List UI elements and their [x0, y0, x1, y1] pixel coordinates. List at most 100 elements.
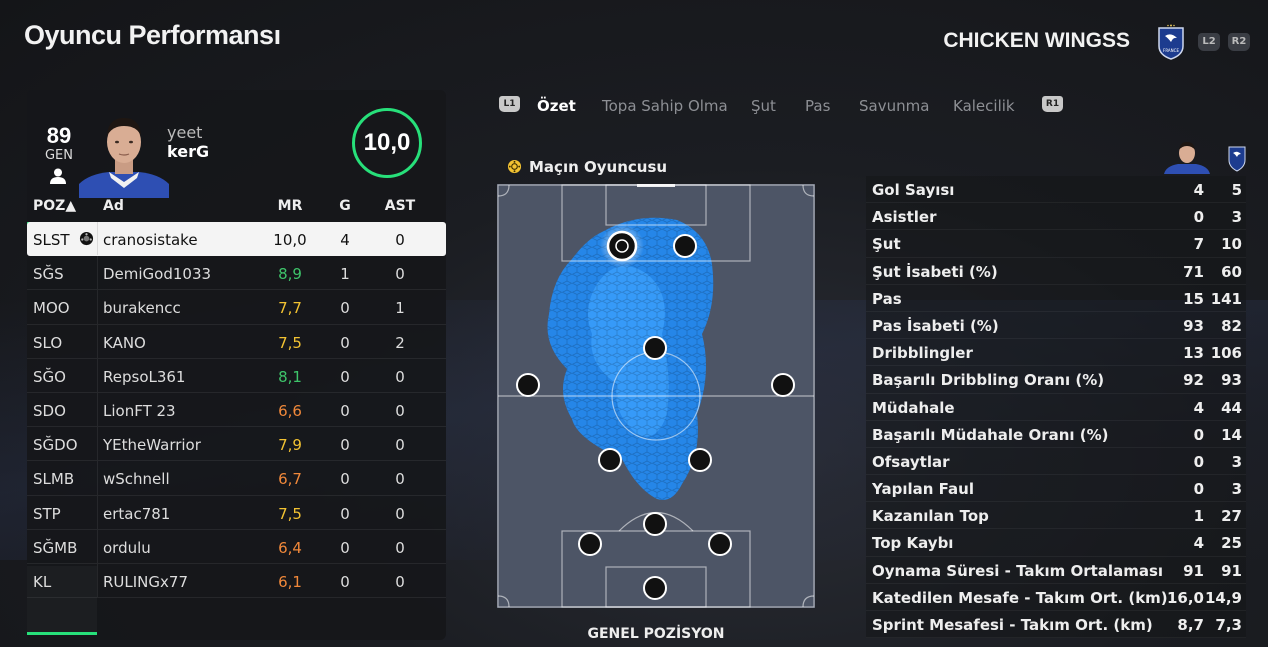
row-player-name: RepsoL361 [103, 367, 186, 386]
row-player-name: KANO [103, 333, 146, 352]
tab-defending[interactable]: Savunma [859, 97, 930, 115]
stat-row: Müdahale 4 44 [866, 393, 1246, 421]
row-player-name: cranosistake [103, 231, 198, 249]
row-match-rating: 8,9 [278, 265, 302, 284]
table-row[interactable]: SĞDO YEtheWarrior 7,9 0 0 [27, 427, 446, 462]
header-name[interactable]: Ad [103, 198, 124, 214]
svg-text:FRANCE: FRANCE [1163, 48, 1179, 53]
stat-team-value: 10 [1221, 235, 1242, 254]
table-row[interactable]: SĞMB ordulu 6,4 0 0 [27, 529, 446, 564]
team-crest-icon: FRANCE [1158, 24, 1184, 60]
tab-goalkeeping[interactable]: Kalecilik [953, 97, 1015, 115]
team-name: CHICKEN WINGSS [943, 29, 1130, 52]
r2-button-hint[interactable]: R2 [1228, 33, 1250, 51]
table-row[interactable]: MOO burakencc 7,7 0 1 [27, 290, 446, 325]
overall-label: GEN [44, 148, 73, 163]
player-card: 89 GEN yeet kerG 10,0 [27, 90, 446, 198]
page-title: Oyuncu Performansı [24, 20, 281, 50]
player-marker[interactable] [643, 512, 667, 536]
tab-possession[interactable]: Topa Sahip Olma [602, 97, 728, 115]
header-match-rating[interactable]: MR [277, 198, 303, 214]
table-row[interactable]: SDO LionFT 23 6,6 0 0 [27, 392, 446, 428]
stat-row: Asistler 0 3 [866, 203, 1246, 231]
l2-button-hint[interactable]: L2 [1198, 33, 1220, 51]
lineup-table-header: POZ▲ Ad MR G AST [27, 198, 446, 225]
stat-label: Şut [872, 235, 901, 254]
player-name-first: yeet [167, 123, 203, 142]
header-position[interactable]: POZ▲ [33, 198, 77, 214]
player-marker[interactable] [598, 448, 622, 472]
stat-player-value: 1 [1193, 507, 1204, 526]
stat-player-value: 15 [1183, 289, 1204, 308]
stat-row: Katedilen Mesafe - Takım Ort. (km) 16,0 14… [866, 583, 1246, 611]
row-goals: 0 [340, 333, 350, 352]
stat-row: Oynama Süresi - Takım Ortalaması 91 91 [866, 556, 1246, 584]
row-match-rating: 6,4 [278, 538, 302, 557]
player-portrait [79, 112, 169, 198]
overall-rating: 89 [46, 123, 72, 148]
stat-row: Yapılan Faul 0 3 [866, 475, 1246, 503]
stat-label: Sprint Mesafesi - Takım Ort. (km) [872, 616, 1153, 634]
stat-team-value: 3 [1231, 208, 1242, 227]
l1-button-hint[interactable]: L1 [499, 96, 520, 112]
tab-summary[interactable]: Özet [537, 97, 576, 115]
r1-button-hint[interactable]: R1 [1042, 96, 1063, 112]
row-position: STP [33, 504, 61, 523]
tab-passing[interactable]: Pas [805, 97, 831, 115]
row-match-rating: 7,5 [278, 333, 302, 352]
row-match-rating: 7,7 [278, 299, 302, 318]
header-assists[interactable]: AST [384, 198, 416, 214]
stat-player-value: 0 [1193, 452, 1204, 471]
stat-player-value: 0 [1193, 480, 1204, 499]
row-goals: 0 [340, 538, 350, 557]
row-player-name: ertac781 [103, 504, 171, 523]
stat-label: Ofsaytlar [872, 452, 950, 471]
pitch-caption: GENEL POZİSYON [587, 626, 725, 642]
row-position: KL [33, 572, 52, 591]
player-marker[interactable] [688, 448, 712, 472]
table-row[interactable]: SLO KANO 7,5 0 2 [27, 324, 446, 359]
row-goals: 0 [340, 504, 350, 523]
player-marker[interactable] [516, 373, 540, 397]
stat-team-value: 14 [1221, 425, 1242, 444]
player-marker[interactable] [643, 336, 667, 360]
stat-row: Top Kaybı 4 25 [866, 529, 1246, 557]
row-position: SLO [33, 333, 63, 352]
table-row[interactable]: SĞS DemiGod1033 8,9 1 0 [27, 256, 446, 291]
player-marker[interactable] [771, 373, 795, 397]
stat-row: Başarılı Dribbling Oranı (%) 92 93 [866, 366, 1246, 394]
table-row[interactable]: SLMB wSchnell 6,7 0 0 [27, 461, 446, 496]
stat-label: Pas İsabeti (%) [872, 316, 999, 335]
table-row[interactable]: KL RULINGx77 6,1 0 0 [27, 563, 446, 599]
table-row[interactable]: STP ertac781 7,5 0 0 [27, 495, 446, 530]
stat-label: Kazanılan Top [872, 507, 989, 526]
stat-row: Gol Sayısı 4 5 [866, 176, 1246, 204]
column-divider [97, 529, 98, 563]
column-divider [97, 290, 98, 324]
goalkeeper-marker[interactable] [643, 576, 667, 600]
column-divider [97, 461, 98, 495]
stat-team-value: 82 [1221, 316, 1242, 335]
table-row[interactable]: SĞO RepsoL361 8,1 0 0 [27, 358, 446, 393]
stat-player-value: 13 [1183, 344, 1204, 363]
tab-shooting[interactable]: Şut [751, 97, 776, 115]
player-marker[interactable] [708, 532, 732, 556]
player-marker[interactable] [578, 532, 602, 556]
table-row[interactable]: SLST cranosistake 10,0 4 0 [27, 222, 446, 257]
stat-team-value: 5 [1231, 181, 1242, 199]
stat-team-value: 91 [1221, 561, 1242, 580]
ball-icon [615, 239, 629, 253]
stat-row: Ofsaytlar 0 3 [866, 447, 1246, 476]
stat-label: Gol Sayısı [872, 181, 955, 199]
row-position: SLST [33, 231, 70, 249]
lineup-rows: SLST cranosistake 10,0 4 0 SĞS DemiGod1033 8,9 1… [27, 222, 446, 599]
player-marker[interactable] [673, 234, 697, 258]
header-goals[interactable]: G [339, 198, 351, 214]
stat-row: Kazanılan Top 1 27 [866, 502, 1246, 530]
row-assists: 0 [395, 231, 405, 249]
row-goals: 0 [340, 436, 350, 455]
stat-row: Pas İsabeti (%) 93 82 [866, 311, 1246, 340]
row-player-name: RULINGx77 [103, 572, 188, 591]
column-divider [97, 495, 98, 529]
goal-marker [637, 184, 675, 187]
